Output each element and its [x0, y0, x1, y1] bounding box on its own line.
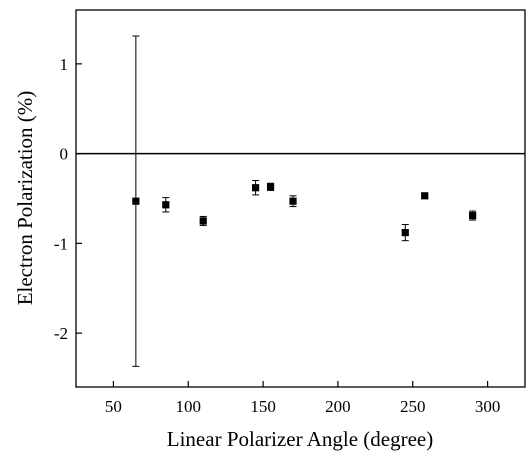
- x-tick-label: 100: [176, 397, 202, 416]
- x-tick-label: 300: [475, 397, 501, 416]
- x-tick-label: 200: [325, 397, 351, 416]
- data-point: [469, 210, 477, 221]
- square-marker: [199, 217, 207, 225]
- x-axis-ticks: 50 100 150 200 250 300: [105, 381, 500, 416]
- square-marker: [252, 184, 260, 192]
- square-marker: [401, 229, 409, 237]
- square-marker: [266, 183, 275, 191]
- data-point: [132, 35, 140, 367]
- data-point: [199, 215, 207, 226]
- y-tick-label: -2: [54, 324, 68, 343]
- square-marker: [421, 192, 429, 200]
- square-marker: [289, 197, 297, 205]
- data-point: [401, 224, 409, 242]
- square-marker: [469, 211, 477, 220]
- data-point: [266, 182, 275, 191]
- x-tick-label: 50: [105, 397, 122, 416]
- data-point: [289, 195, 297, 208]
- data-series: [132, 35, 477, 367]
- square-marker: [132, 197, 140, 205]
- y-axis-label: Electron Polarization (%): [13, 91, 37, 306]
- y-tick-label: 1: [60, 55, 69, 74]
- plot-frame: [75, 9, 526, 388]
- data-point: [162, 197, 170, 213]
- x-axis-label: Linear Polarizer Angle (degree): [167, 427, 433, 451]
- data-point: [252, 180, 260, 196]
- y-tick-label: 0: [60, 145, 69, 164]
- y-tick-label: -1: [54, 234, 68, 253]
- data-point: [421, 192, 429, 200]
- y-axis-ticks: 1 0 -1 -2: [54, 55, 82, 343]
- x-tick-label: 250: [400, 397, 426, 416]
- square-marker: [162, 201, 170, 209]
- x-tick-label: 150: [250, 397, 276, 416]
